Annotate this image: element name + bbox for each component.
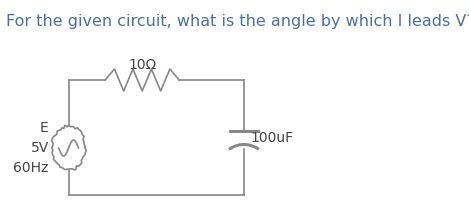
- Text: 100uF: 100uF: [250, 131, 293, 145]
- Text: E: E: [40, 121, 49, 135]
- Text: 5V: 5V: [30, 141, 49, 155]
- Text: For the given circuit, what is the angle by which I leads V?: For the given circuit, what is the angle…: [6, 14, 469, 29]
- Text: 60Hz: 60Hz: [14, 161, 49, 175]
- Text: 10Ω: 10Ω: [128, 58, 156, 72]
